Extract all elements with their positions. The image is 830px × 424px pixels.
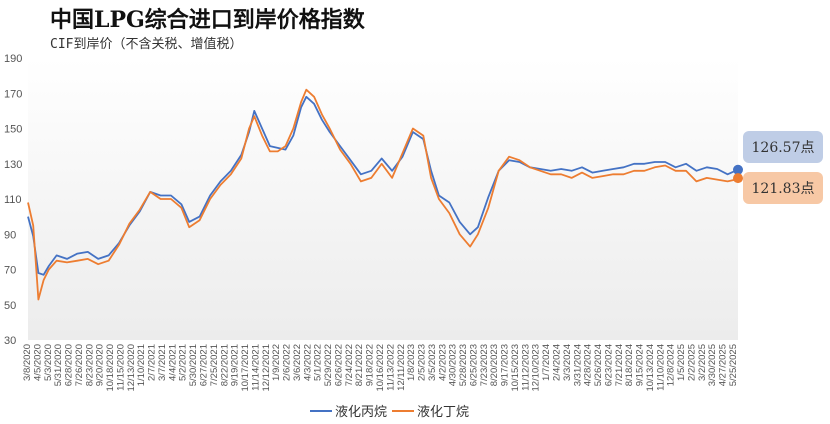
end-marker-butane (733, 173, 743, 184)
x-tick-label: 10/17/2021 (240, 344, 251, 392)
x-tick-label: 11/13/2022 (385, 344, 396, 391)
end-value-label-butane: 121.83点 (752, 181, 815, 197)
y-tick-label: 110 (4, 194, 22, 206)
x-tick-label: 3/31/2024 (572, 344, 583, 386)
legend-label-butane: 液化丁烷 (417, 405, 469, 420)
x-tick-label: 9/17/2023 (500, 344, 511, 386)
chart-title: 中国LPG综合进口到岸价格指数 (50, 7, 365, 33)
x-tick-label: 1/5/2025 (676, 344, 687, 381)
x-tick-label: 1/9/2022 (271, 344, 282, 381)
x-tick-label: 11/14/2021 (250, 344, 261, 391)
x-tick-label: 5/25/2025 (728, 344, 739, 386)
x-tick-label: 7/21/2024 (614, 344, 625, 386)
x-tick-label: 8/21/2022 (354, 344, 365, 386)
x-tick-label: 4/30/2023 (448, 344, 459, 386)
y-tick-label: 130 (4, 159, 22, 171)
y-tick-label: 190 (4, 53, 22, 65)
x-tick-label: 5/2/2021 (178, 344, 189, 381)
x-tick-label: 9/15/2024 (635, 344, 646, 386)
x-tick-label: 2/4/2024 (552, 344, 563, 381)
x-tick-label: 5/29/2022 (323, 344, 334, 386)
series-line-propane (27, 95, 739, 276)
x-tick-label: 1/10/2021 (136, 344, 147, 386)
x-tick-label: 2/2/2025 (687, 344, 698, 381)
x-tick-label: 7/26/2020 (74, 344, 85, 386)
y-tick-label: 170 (4, 88, 22, 100)
x-tick-label: 2/6/2022 (282, 344, 293, 381)
x-tick-label: 11/12/2023 (520, 344, 531, 391)
x-tick-label: 2/7/2021 (147, 344, 158, 381)
x-tick-label: 4/5/2020 (32, 344, 43, 381)
chart-subtitle: CIF到岸价（不含关税、增值税） (50, 37, 243, 52)
x-tick-label: 3/7/2021 (157, 344, 168, 381)
y-tick-label: 50 (4, 300, 16, 312)
x-tick-label: 7/23/2023 (479, 344, 490, 386)
end-value-box-propane (743, 131, 823, 163)
x-tick-label: 3/3/2024 (562, 344, 573, 381)
x-tick-label: 1/7/2024 (541, 344, 552, 381)
x-tick-label: 11/15/2020 (115, 344, 126, 391)
end-value-box-butane (743, 172, 823, 204)
x-tick-label: 6/23/2024 (603, 344, 614, 386)
x-tick-label: 3/2/2025 (697, 344, 708, 381)
x-tick-label: 10/18/2020 (105, 344, 116, 392)
x-tick-label: 2/5/2023 (417, 344, 428, 381)
x-tick-label: 5/30/2021 (188, 344, 199, 386)
x-tick-label: 10/13/2024 (645, 344, 656, 392)
x-tick-label: 9/18/2022 (365, 344, 376, 386)
x-tick-label: 8/23/2020 (84, 344, 95, 386)
x-tick-label: 5/26/2024 (593, 344, 604, 386)
x-tick-label: 12/12/2021 (261, 344, 272, 392)
x-tick-label: 3/30/2025 (707, 344, 718, 386)
x-tick-label: 3/8/2020 (22, 344, 33, 381)
y-tick-label: 90 (4, 229, 16, 241)
x-tick-label: 7/24/2022 (344, 344, 355, 386)
x-tick-label: 12/10/2023 (531, 344, 542, 392)
x-tick-label: 11/10/2024 (655, 344, 666, 391)
x-tick-label: 5/28/2023 (458, 344, 469, 386)
x-tick-label: 1/8/2023 (406, 344, 417, 381)
x-tick-label: 12/8/2024 (666, 344, 677, 386)
x-tick-label: 4/27/2025 (718, 344, 729, 386)
x-tick-label: 6/28/2020 (64, 344, 75, 386)
x-tick-label: 7/25/2021 (209, 344, 220, 386)
x-tick-label: 6/26/2022 (334, 344, 345, 386)
x-tick-label: 9/20/2020 (95, 344, 106, 386)
x-tick-label: 10/16/2022 (375, 344, 386, 392)
x-tick-label: 4/3/2022 (302, 344, 313, 381)
x-tick-label: 8/18/2024 (624, 344, 635, 386)
y-tick-label: 150 (4, 124, 22, 136)
x-tick-label: 8/20/2023 (489, 344, 500, 386)
x-tick-label: 9/19/2021 (230, 344, 241, 386)
legend-label-propane: 液化丙烷 (335, 405, 387, 420)
plot-background (28, 58, 738, 340)
x-tick-label: 12/13/2020 (126, 344, 137, 392)
series-line-butane (27, 88, 739, 301)
x-tick-label: 6/25/2023 (468, 344, 479, 386)
end-value-label-propane: 126.57点 (752, 140, 815, 156)
x-tick-label: 5/31/2020 (53, 344, 64, 386)
x-tick-label: 4/2/2023 (437, 344, 448, 381)
x-tick-label: 3/6/2022 (292, 344, 303, 381)
y-tick-label: 70 (4, 265, 16, 277)
x-tick-label: 10/15/2023 (510, 344, 521, 392)
x-tick-label: 12/11/2022 (396, 344, 407, 391)
x-tick-label: 5/1/2022 (313, 344, 324, 381)
x-tick-label: 3/5/2023 (427, 344, 438, 381)
x-tick-label: 8/22/2021 (219, 344, 230, 386)
y-tick-label: 30 (4, 335, 16, 347)
x-tick-label: 4/28/2024 (583, 344, 594, 386)
x-tick-label: 5/3/2020 (43, 344, 54, 381)
end-marker-propane (733, 164, 743, 175)
x-tick-label: 4/4/2021 (167, 344, 178, 381)
x-tick-label: 6/27/2021 (199, 344, 210, 386)
